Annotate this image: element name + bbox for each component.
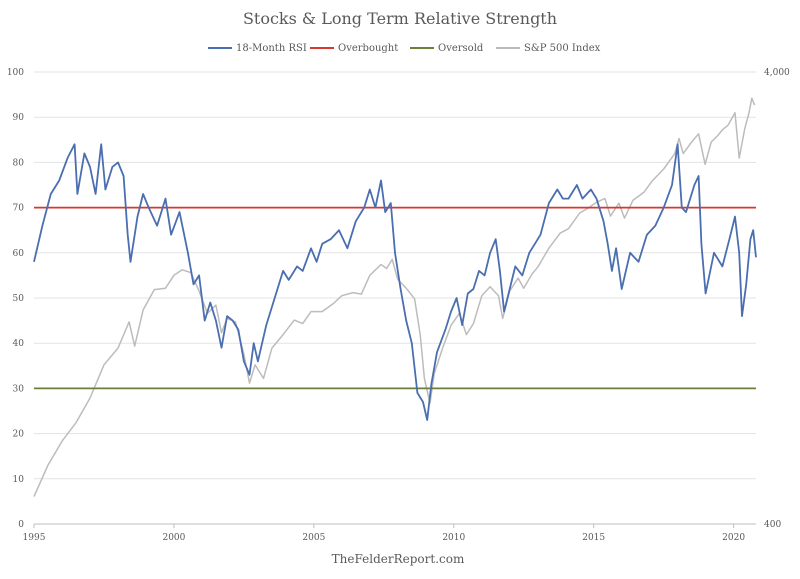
y-left-tick-label: 50 — [13, 294, 25, 304]
x-tick-label: 2020 — [722, 533, 745, 543]
x-tick-label: 2010 — [442, 533, 465, 543]
y-axis-right: 400 4,000 — [764, 68, 790, 530]
legend-label-oversold: Oversold — [438, 43, 484, 54]
y-left-tick-label: 20 — [13, 430, 25, 440]
gridlines — [34, 71, 756, 525]
y-axis-left: 0 10 20 30 40 50 60 70 80 90 100 — [7, 68, 24, 530]
legend-label-overbought: Overbought — [338, 43, 398, 54]
y-left-tick-label: 90 — [13, 113, 25, 123]
chart-title: Stocks & Long Term Relative Strength — [243, 9, 557, 28]
y-left-tick-label: 60 — [13, 249, 25, 259]
plot-area — [33, 97, 757, 497]
x-tick-label: 2000 — [162, 533, 185, 543]
y-left-tick-label: 10 — [13, 475, 25, 485]
y-right-tick-label: 400 — [764, 520, 781, 530]
x-tick-label: 2015 — [582, 533, 605, 543]
y-left-tick-label: 70 — [13, 204, 25, 214]
legend: 18-Month RSI Overbought Oversold S&P 500… — [208, 43, 601, 54]
x-tick-label: 1995 — [23, 533, 46, 543]
y-left-tick-label: 100 — [7, 68, 24, 78]
chart-credit: TheFelderReport.com — [332, 552, 465, 566]
legend-label-sp500: S&P 500 Index — [524, 43, 601, 54]
x-tick-label: 2005 — [302, 533, 325, 543]
y-right-tick-label: 4,000 — [764, 68, 790, 78]
x-axis: 1995 2000 2005 2010 2015 2020 — [23, 523, 756, 543]
y-left-tick-label: 40 — [13, 339, 25, 349]
y-left-tick-label: 0 — [18, 520, 24, 530]
legend-label-rsi: 18-Month RSI — [236, 43, 307, 54]
y-left-tick-label: 80 — [13, 158, 25, 168]
y-left-tick-label: 30 — [13, 384, 25, 394]
series-sp500-line — [33, 97, 756, 497]
series-rsi-line — [33, 143, 757, 421]
